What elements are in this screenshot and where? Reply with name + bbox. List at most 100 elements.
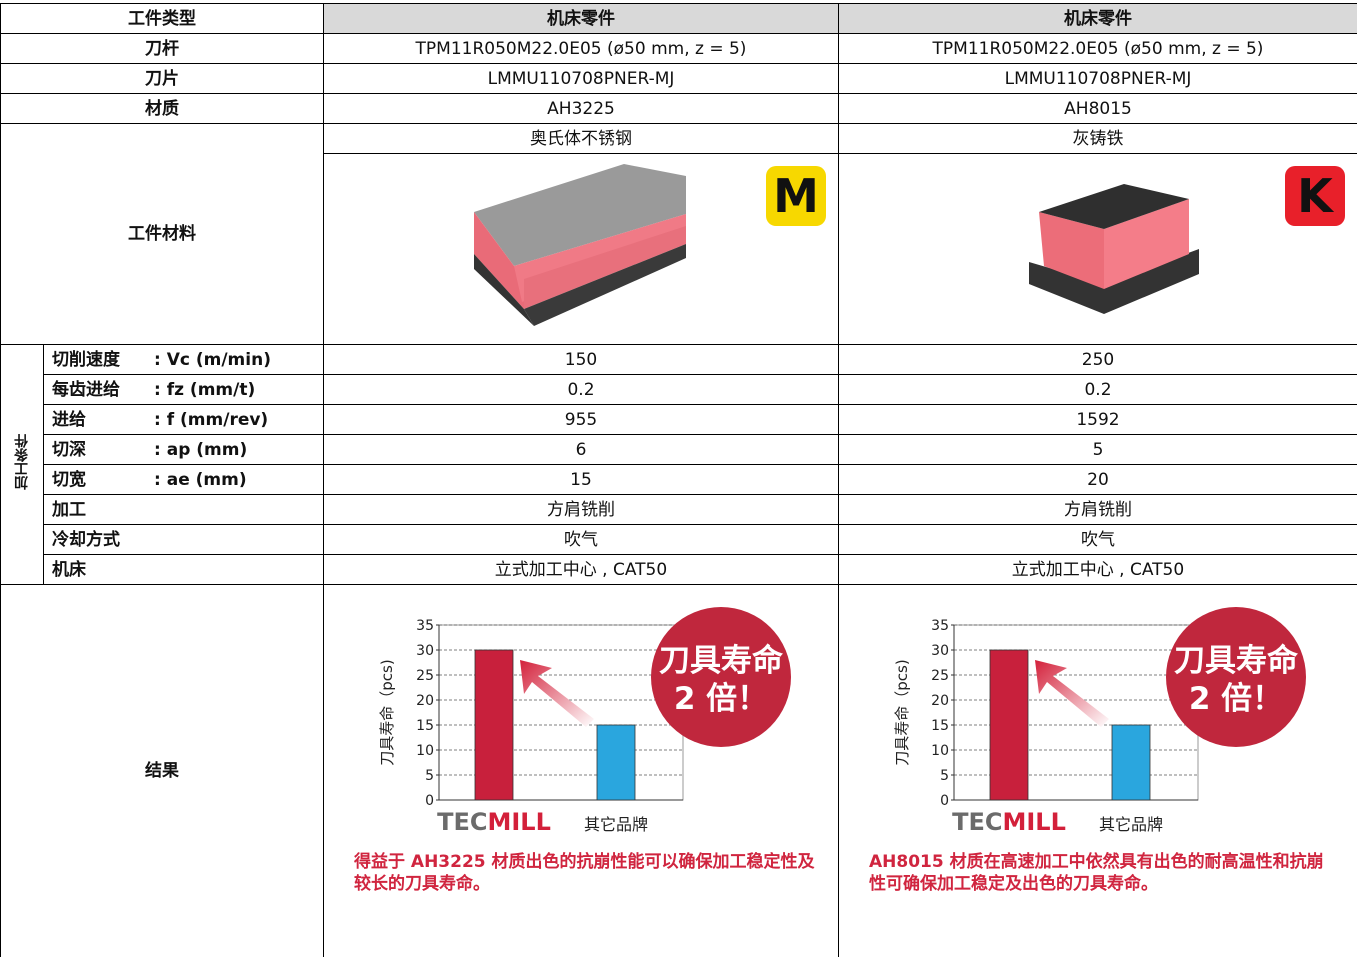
x-tick-label: TECMILL [437, 808, 551, 836]
bar [1111, 724, 1151, 801]
y-tick-label: 35 [416, 618, 434, 634]
cell: 15 [323, 464, 839, 495]
material-badge: K [1285, 166, 1345, 226]
cell: 0.2 [838, 374, 1357, 405]
y-tick-label: 5 [425, 768, 434, 784]
cell: 250 [838, 344, 1357, 375]
row-label: 切削速度 : Vc (m/min) [43, 344, 324, 375]
arrow [520, 660, 594, 727]
y-tick-label: 25 [931, 668, 949, 684]
param-unit: : ae (mm) [154, 469, 247, 490]
row-label: 进给 : f (mm/rev) [43, 404, 324, 435]
row-label: 每齿进给 : fz (mm/t) [43, 374, 324, 405]
cell: 1592 [838, 404, 1357, 435]
callout-badge [651, 607, 791, 747]
row-label: 工件材料 [0, 123, 324, 345]
result-note: AH8015 材质在高速加工中依然具有出色的耐高温性和抗崩性可确保加工稳定及出色… [869, 852, 1324, 894]
cell: 立式加工中心 , CAT50 [323, 554, 839, 585]
y-tick-label: 25 [416, 668, 434, 684]
y-axis-label: 刀具寿命（pcs) [378, 659, 396, 765]
result-cell: 0 5 10 15 20 25 30 35 刀具寿命（pcs) TECMILL 其它品牌 刀具寿命 2 … [838, 584, 1357, 957]
header-label: 工件类型 [0, 3, 324, 34]
row-label: 切深: ap (mm) [43, 434, 324, 465]
y-tick-label: 10 [931, 743, 949, 759]
y-axis-label: 刀具寿命（pcs) [893, 659, 911, 765]
row-label: 切宽 : ae (mm) [43, 464, 324, 495]
block-image [474, 164, 686, 326]
y-tick-label: 0 [940, 793, 949, 809]
param-unit: : f (mm/rev) [154, 409, 269, 430]
cell: TPM11R050M22.0E05 (ø50 mm, z = 5) [323, 33, 839, 64]
bar [989, 649, 1029, 801]
y-tick-label: 15 [416, 718, 434, 734]
cell: 150 [323, 344, 839, 375]
material-badge: M [766, 166, 826, 226]
cell: 灰铸铁 [838, 123, 1357, 154]
header-cell: 机床零件 [323, 3, 839, 34]
cell: LMMU110708PNER-MJ [838, 63, 1357, 94]
cell: AH3225 [323, 93, 839, 124]
image-cell: K [838, 153, 1357, 345]
spec-table: 工件类型 机床零件 机床零件 刀杆 TPM11R050M22.0E05 (ø50 mm… [0, 3, 1357, 957]
row-label: 刀片 [0, 63, 324, 94]
cell: 6 [323, 434, 839, 465]
bar [474, 649, 514, 801]
chart: 0 5 10 15 20 25 30 35 刀具寿命（pcs) TECMILL 其它品牌 刀具寿命2 … [893, 607, 1306, 836]
group-label: 加工条件 [14, 434, 30, 490]
cell: 吹气 [838, 524, 1357, 555]
y-tick-label: 30 [931, 643, 949, 659]
callout-text: 2 倍！ [674, 681, 768, 717]
x-tick-label: 其它品牌 [1099, 815, 1163, 834]
chart: 0 5 10 15 20 25 30 35 刀具寿命（pcs) TECMILL 其它品牌 刀具寿命2 … [378, 607, 791, 836]
cell: 吹气 [323, 524, 839, 555]
image-cell: M [323, 153, 839, 345]
callout-text: 刀具寿命 [1174, 643, 1299, 679]
callout-text: 刀具寿命 [659, 643, 784, 679]
row-label: 刀杆 [0, 33, 324, 64]
param-name: 切削速度 [52, 349, 120, 370]
row-label: 机床 [43, 554, 324, 585]
x-tick-label: TECMILL [952, 808, 1066, 836]
cell: LMMU110708PNER-MJ [323, 63, 839, 94]
callout-badge [1166, 607, 1306, 747]
x-tick-label: 其它品牌 [584, 815, 648, 834]
block-image [1029, 184, 1199, 314]
callout-text: 2 倍！ [1189, 681, 1283, 717]
cell: 955 [323, 404, 839, 435]
param-name: 切深 [52, 439, 86, 460]
y-tick-label: 10 [416, 743, 434, 759]
y-tick-label: 30 [416, 643, 434, 659]
param-unit: : fz (mm/t) [154, 379, 256, 400]
y-tick-label: 5 [940, 768, 949, 784]
cell: 方肩铣削 [323, 494, 839, 525]
cell: TPM11R050M22.0E05 (ø50 mm, z = 5) [838, 33, 1357, 64]
y-tick-label: 20 [931, 693, 949, 709]
header-cell: 机床零件 [838, 3, 1357, 34]
arrow [1035, 660, 1109, 727]
row-label: 加工 [43, 494, 324, 525]
result-cell: 0 5 10 15 20 25 30 35 刀具寿命（pcs) TECMILL 其它品牌 刀具寿命 2 … [323, 584, 839, 957]
row-label: 材质 [0, 93, 324, 124]
cell: 20 [838, 464, 1357, 495]
param-unit: : Vc (m/min) [154, 349, 271, 370]
param-name: 切宽 [52, 469, 86, 490]
y-tick-label: 15 [931, 718, 949, 734]
row-label: 结果 [0, 584, 324, 957]
group-label-cell: 加工条件 [0, 344, 44, 585]
row-label: 冷却方式 [43, 524, 324, 555]
cell: 方肩铣削 [838, 494, 1357, 525]
y-tick-label: 35 [931, 618, 949, 634]
param-name: 每齿进给 [52, 379, 120, 400]
cell: 奥氏体不锈钢 [323, 123, 839, 154]
cell: 0.2 [323, 374, 839, 405]
bar [596, 724, 636, 801]
y-tick-label: 0 [425, 793, 434, 809]
cell: 立式加工中心 , CAT50 [838, 554, 1357, 585]
cell: AH8015 [838, 93, 1357, 124]
result-note: 得益于 AH3225 材质出色的抗崩性能可以确保加工稳定性及较长的刀具寿命。 [354, 852, 815, 894]
param-name: 进给 [52, 409, 86, 430]
y-tick-label: 20 [416, 693, 434, 709]
cell: 5 [838, 434, 1357, 465]
